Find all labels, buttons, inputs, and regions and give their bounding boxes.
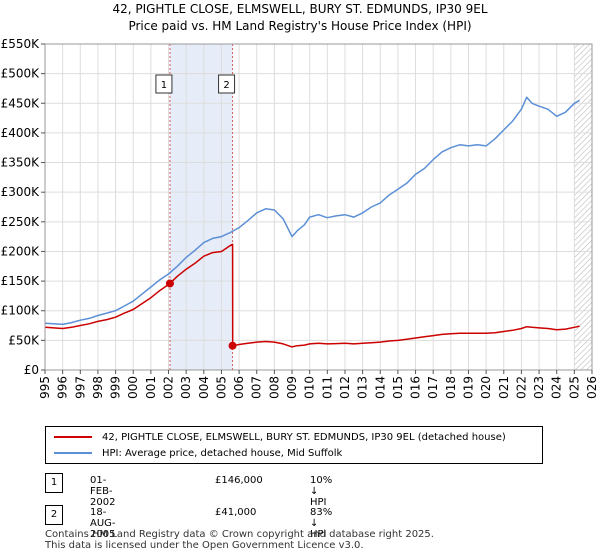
chart-title: 42, PIGHTLE CLOSE, ELMSWELL, BURY ST. ED… bbox=[112, 2, 488, 16]
x-tick-label: 2022 bbox=[514, 376, 528, 400]
x-tick-label: 2019 bbox=[461, 376, 475, 400]
legend-label-hpi: HPI: Average price, detached house, Mid … bbox=[102, 447, 343, 459]
transaction-price: £146,000 bbox=[215, 475, 263, 486]
x-tick-label: 2026 bbox=[585, 376, 599, 400]
legend: 42, PIGHTLE CLOSE, ELMSWELL, BURY ST. ED… bbox=[45, 426, 543, 464]
x-tick-label: 2005 bbox=[214, 376, 228, 400]
x-tick-label: 1999 bbox=[109, 376, 123, 400]
x-tick-label: 1997 bbox=[73, 376, 87, 400]
sale-marker-box-2 bbox=[218, 74, 236, 94]
x-tick-label: 2014 bbox=[373, 376, 387, 400]
chart-subtitle: Price paid vs. HM Land Registry's House … bbox=[128, 19, 472, 33]
x-tick-label: 2013 bbox=[356, 376, 370, 400]
legend-swatch-hpi bbox=[54, 452, 92, 454]
footer-licence: This data is licensed under the Open Gov… bbox=[45, 540, 364, 551]
x-tick-label: 2009 bbox=[285, 376, 299, 400]
series-line-property bbox=[44, 243, 580, 348]
y-tick-label: £250K bbox=[1, 215, 41, 229]
x-tick-label: 2017 bbox=[426, 376, 440, 400]
x-tick-label: 1996 bbox=[56, 376, 70, 400]
footer: Contains HM Land Registry data © Crown c… bbox=[45, 529, 434, 551]
forecast-hatch bbox=[574, 44, 592, 370]
sale-marker-label-2: 2 bbox=[223, 80, 229, 91]
transaction-marker: 1 bbox=[45, 473, 63, 493]
transaction-hpi-diff: 83% ↓ HPI bbox=[310, 507, 333, 540]
plot-frame bbox=[44, 43, 593, 371]
x-tick-label: 2008 bbox=[267, 376, 281, 400]
series-line-hpi bbox=[44, 96, 580, 326]
x-tick-label: 2021 bbox=[497, 376, 511, 400]
x-tick-label: 2006 bbox=[232, 376, 246, 400]
x-tick-label: 2024 bbox=[550, 376, 564, 400]
y-tick-label: £300K bbox=[1, 185, 41, 199]
transaction-date: 01-FEB-2002 bbox=[90, 475, 116, 508]
y-tick-label: £500K bbox=[1, 67, 41, 81]
footer-copyright: Contains HM Land Registry data © Crown c… bbox=[45, 529, 434, 540]
x-tick-label: 2025 bbox=[567, 376, 581, 400]
y-tick-label: £100K bbox=[1, 304, 41, 318]
x-tick-label: 2000 bbox=[126, 376, 140, 400]
x-tick-label: 2016 bbox=[409, 376, 423, 400]
sale-marker-box-1 bbox=[155, 74, 173, 94]
legend-item-property: 42, PIGHTLE CLOSE, ELMSWELL, BURY ST. ED… bbox=[46, 429, 506, 445]
x-tick-label: 2011 bbox=[320, 376, 334, 400]
transaction-hpi-diff: 10% ↓ HPI bbox=[310, 475, 333, 508]
x-tick-label: 2012 bbox=[338, 376, 352, 400]
transaction-price: £41,000 bbox=[215, 507, 257, 518]
transaction-marker: 2 bbox=[45, 505, 63, 525]
x-tick-label: 2010 bbox=[303, 376, 317, 400]
y-tick-label: £550K bbox=[1, 37, 41, 51]
x-tick-label: 2023 bbox=[532, 376, 546, 400]
x-tick-label: 2015 bbox=[391, 376, 405, 400]
y-tick-label: £50K bbox=[8, 333, 40, 347]
plot-area bbox=[45, 44, 592, 370]
y-tick-label: £0 bbox=[24, 363, 39, 377]
sale-point-2 bbox=[228, 341, 237, 350]
x-tick-label: 2001 bbox=[144, 376, 158, 400]
y-tick-label: £200K bbox=[1, 244, 41, 258]
x-tick-label: 2003 bbox=[179, 376, 193, 400]
x-tick-label: 1995 bbox=[38, 376, 52, 400]
x-tick-label: 1998 bbox=[91, 376, 105, 400]
sale-marker-label-1: 1 bbox=[161, 80, 167, 91]
sale-point-1 bbox=[165, 279, 174, 288]
x-tick-label: 2004 bbox=[197, 376, 211, 400]
y-tick-label: £400K bbox=[1, 126, 41, 140]
y-tick-label: £450K bbox=[1, 96, 41, 110]
ownership-shade bbox=[169, 44, 233, 370]
x-tick-label: 2020 bbox=[479, 376, 493, 400]
x-tick-label: 2018 bbox=[444, 376, 458, 400]
legend-item-hpi: HPI: Average price, detached house, Mid … bbox=[46, 445, 342, 461]
legend-label-property: 42, PIGHTLE CLOSE, ELMSWELL, BURY ST. ED… bbox=[102, 431, 506, 443]
x-tick-label: 2002 bbox=[162, 376, 176, 400]
transaction-date: 18-AUG-2005 bbox=[90, 507, 116, 540]
legend-swatch-property bbox=[54, 436, 92, 438]
x-tick-label: 2007 bbox=[250, 376, 264, 400]
price-chart: 1 2 £0 £50K £100K £150K £200K £250K £300K £350K £4… bbox=[1, 37, 599, 400]
y-tick-label: £150K bbox=[1, 274, 41, 288]
y-tick-label: £350K bbox=[1, 156, 41, 170]
